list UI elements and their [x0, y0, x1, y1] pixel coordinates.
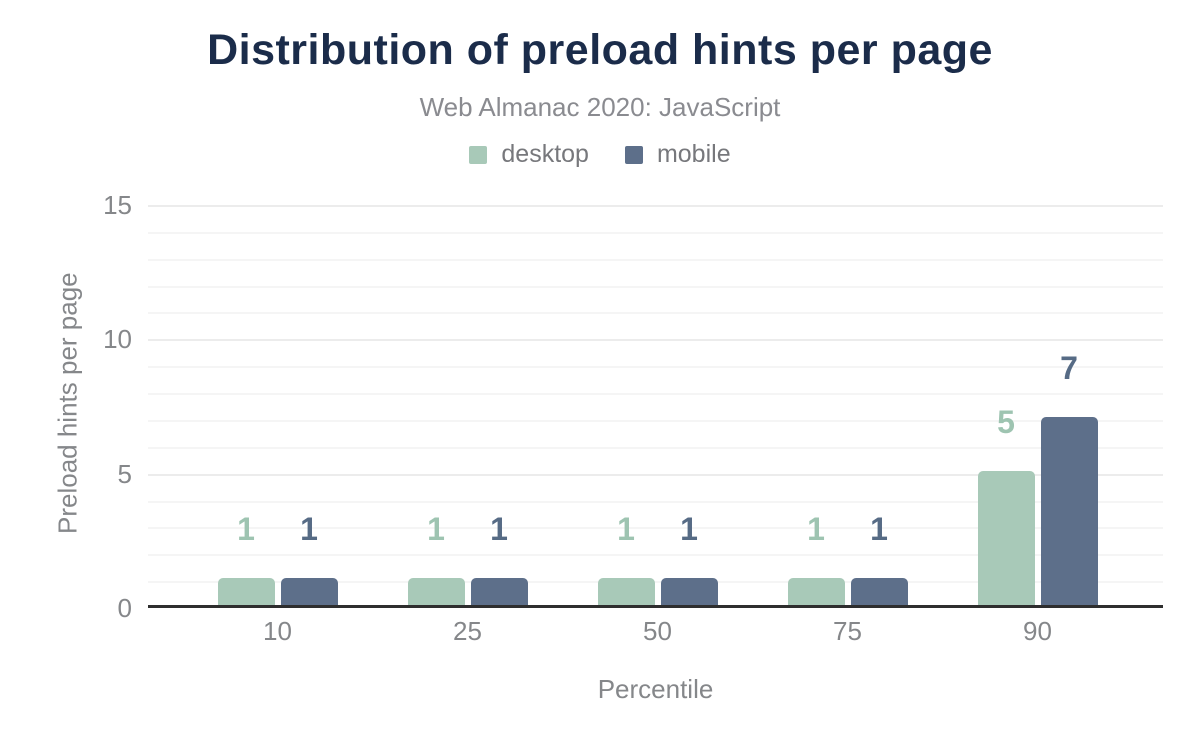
gridline-y8	[148, 393, 1163, 396]
x-tick-label-25: 25	[453, 616, 482, 646]
x-tick-label-50: 50	[643, 616, 672, 646]
legend-swatch-icon	[624, 145, 643, 164]
bar-desktop-p25	[407, 578, 465, 605]
y-tick-label-10: 10	[103, 324, 132, 355]
bar-value-label-mobile-p10: 1	[300, 511, 318, 548]
y-axis-title: Preload hints per page	[52, 272, 83, 534]
bar-mobile-p25	[470, 578, 528, 605]
bar-value-label-desktop-p25: 1	[427, 511, 445, 548]
gridline-y11	[148, 312, 1163, 315]
bar-desktop-p10	[217, 578, 275, 605]
gridline-y4	[148, 500, 1163, 503]
gridline-y13	[148, 258, 1163, 261]
bar-desktop-p50	[597, 578, 655, 605]
legend-label: mobile	[656, 140, 731, 168]
bar-mobile-p10	[280, 578, 338, 605]
y-tick-label-15: 15	[103, 190, 132, 220]
bar-mobile-p90	[1040, 416, 1098, 605]
bar-mobile-p75	[850, 578, 908, 605]
bar-desktop-p90	[977, 470, 1035, 605]
gridline-y12	[148, 285, 1163, 288]
bar-value-label-desktop-p90: 5	[997, 403, 1015, 440]
x-axis-title: Percentile	[597, 674, 714, 704]
bar-value-label-mobile-p25: 1	[490, 511, 508, 548]
x-tick-label-10: 10	[263, 616, 292, 646]
chart-title: Distribution of preload hints per page	[207, 26, 993, 74]
legend-item-desktop: desktop	[469, 140, 589, 169]
gridline-y2	[148, 554, 1163, 557]
gridline-y6	[148, 446, 1163, 449]
bar-value-label-desktop-p75: 1	[807, 511, 825, 548]
y-tick-label-5: 5	[117, 458, 132, 489]
plot-area: 1 1 1 1 1 1 1 1 5 7	[148, 205, 1163, 608]
legend-swatch-icon	[469, 145, 488, 164]
legend-label: desktop	[501, 140, 589, 168]
x-tick-label-90: 90	[1023, 616, 1052, 646]
bar-desktop-p75	[787, 578, 845, 605]
bar-mobile-p50	[660, 578, 718, 605]
gridline-y1	[148, 581, 1163, 584]
chart-subtitle: Web Almanac 2020: JavaScript	[419, 92, 781, 122]
gridline-y14	[148, 231, 1163, 234]
gridline-y5	[148, 473, 1163, 476]
gridline-y10	[148, 339, 1163, 342]
bar-value-label-mobile-p50: 1	[680, 511, 698, 548]
y-tick-label-0: 0	[117, 593, 132, 623]
gridline-y7	[148, 419, 1163, 422]
bar-value-label-mobile-p75: 1	[870, 511, 888, 548]
gridline-y15	[148, 205, 1163, 207]
legend-item-mobile: mobile	[624, 140, 731, 169]
bar-value-label-desktop-p50: 1	[617, 511, 635, 548]
gridline-y9	[148, 366, 1163, 369]
legend: desktop mobile	[0, 140, 1200, 169]
gridline-y3	[148, 527, 1163, 530]
x-axis-line	[148, 605, 1163, 608]
bar-value-label-mobile-p90: 7	[1060, 349, 1078, 386]
bar-value-label-desktop-p10: 1	[237, 511, 255, 548]
x-tick-label-75: 75	[833, 616, 862, 646]
